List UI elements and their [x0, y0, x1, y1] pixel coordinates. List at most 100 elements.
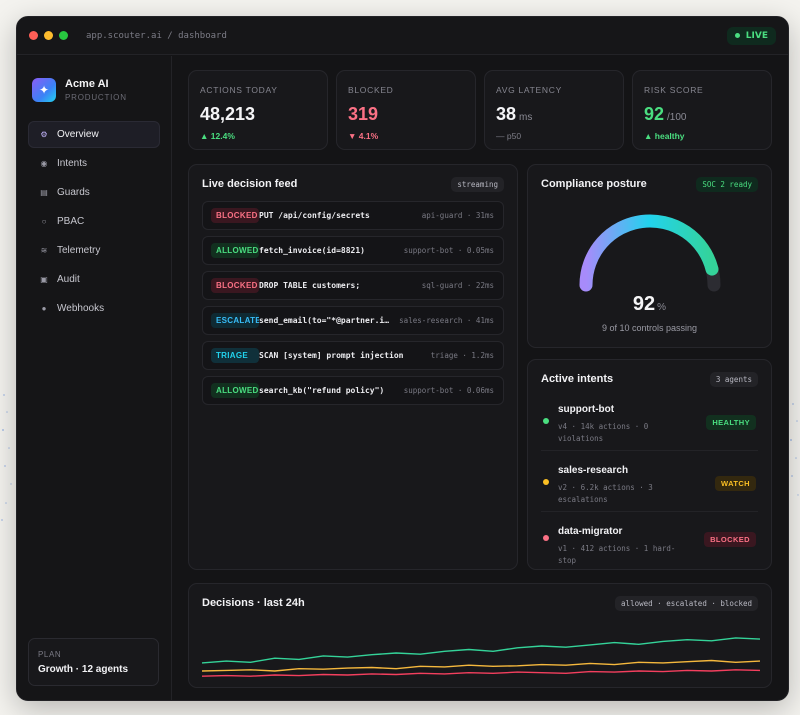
feed-command: search_kb("refund policy") [259, 386, 385, 395]
compliance-title: Compliance posture [541, 178, 647, 190]
stat-value: 319 [348, 104, 379, 124]
sidebar-item-label: Webhooks [57, 303, 105, 314]
sidebar: ✦ Acme AI PRODUCTION ⚙ Overview ◉ Intent… [17, 56, 172, 700]
sidebar-item-guards[interactable]: ▤ Guards [28, 179, 160, 206]
stat-label: RISK SCORE [644, 85, 704, 95]
sidebar-item-telemetry[interactable]: ≋ Telemetry [28, 237, 160, 264]
plan-label: PLAN [38, 650, 62, 659]
active-intents: Active intents 3 agents support-bot v4 ·… [527, 359, 772, 570]
feed-command: fetch_invoice(id=8821) [259, 246, 365, 255]
stat-label: AVG LATENCY [496, 85, 562, 95]
sidebar-item-label: Overview [57, 129, 99, 140]
status-badge: WATCH [715, 476, 756, 491]
status-badge: HEALTHY [706, 415, 756, 430]
decisions-chart [201, 637, 761, 677]
live-badge: LIVE [726, 26, 776, 45]
sidebar-item-audit[interactable]: ▣ Audit [28, 266, 160, 293]
feed-meta: triage · 1.2ms [430, 351, 494, 360]
app-window: app.scouter.ai / dashboard LIVE ✦ Acme A… [16, 16, 789, 701]
intent-meta: v2 · 6.2k actions · 3 escalations [558, 483, 653, 504]
feed-command: send_email(to="*@partner.io") [259, 316, 392, 325]
feed-row[interactable]: BLOCKED DROP TABLE customers; sql-guard … [202, 271, 504, 300]
feed-meta: support-bot · 0.05ms [403, 246, 494, 255]
clipboard-icon: ▣ [40, 275, 48, 284]
feed-meta: sql-guard · 22ms [421, 281, 494, 290]
intent-name: sales-research [558, 465, 629, 476]
stat-card-blocked: BLOCKED 319 ▼ 4.1% [336, 70, 476, 150]
title-bar: app.scouter.ai / dashboard LIVE [17, 17, 788, 55]
decisions-title: Decisions · last 24h [202, 597, 305, 609]
gauge-readout: 92% [528, 293, 771, 316]
sparkle-icon: ✦ [32, 78, 56, 102]
stat-card-latency: AVG LATENCY 38 ms — p50 [484, 70, 624, 150]
streaming-chip: streaming [451, 177, 504, 192]
feed-command: SCAN [system] prompt injection [259, 351, 404, 360]
feed-row[interactable]: ESCALATE send_email(to="*@partner.io") s… [202, 306, 504, 335]
gauge-caption: 9 of 10 controls passing [601, 323, 698, 333]
status-badge: BLOCKED [704, 532, 756, 547]
org-name: Acme AI [65, 78, 109, 90]
intent-row[interactable]: data-migrator v1 · 412 actions · 1 hard-… [541, 519, 758, 573]
decision-badge: ESCALATE [211, 313, 259, 328]
decision-badge: ALLOWED [211, 243, 259, 258]
minimize-window-button[interactable] [44, 31, 53, 40]
close-window-button[interactable] [29, 31, 38, 40]
status-dot-icon [543, 535, 549, 541]
gauge-fill [579, 214, 719, 292]
maximize-window-button[interactable] [59, 31, 68, 40]
feed-title: Live decision feed [202, 178, 298, 190]
live-label: LIVE [745, 30, 768, 41]
decision-badge: ALLOWED [211, 383, 259, 398]
org-switcher[interactable]: ✦ Acme AI PRODUCTION [17, 56, 171, 102]
feed-command: PUT /api/config/secrets [259, 211, 370, 220]
sidebar-item-intents[interactable]: ◉ Intents [28, 150, 160, 177]
plan-card[interactable]: PLAN Growth · 12 agents [28, 638, 159, 686]
stat-delta: ▲ 12.4% [200, 131, 235, 141]
compliance-gauge [579, 214, 721, 292]
stat-label: ACTIONS TODAY [200, 85, 278, 95]
sidebar-item-webhooks[interactable]: ● Webhooks [28, 295, 160, 322]
stat-value: 48,213 [200, 104, 256, 124]
feed-row[interactable]: BLOCKED PUT /api/config/secrets api-guar… [202, 201, 504, 230]
decisions-chart-card: Decisions · last 24h allowed · escalated… [188, 583, 772, 688]
shield-icon: ▤ [40, 188, 48, 197]
gauge-value: 92 [632, 293, 656, 315]
stat-delta: — p50 [496, 131, 522, 141]
sidebar-item-label: Audit [57, 274, 80, 285]
status-dot-icon [543, 479, 549, 485]
live-decision-feed: Live decision feed streaming BLOCKED PUT… [188, 164, 518, 570]
intent-meta: v1 · 412 actions · 1 hard-stop [558, 544, 676, 565]
url-bar[interactable]: app.scouter.ai / dashboard [86, 30, 227, 41]
feed-meta: support-bot · 0.06ms [403, 386, 494, 395]
key-icon: ○ [41, 217, 47, 226]
compliance-posture: Compliance posture SOC 2 ready 92% 9 of … [527, 164, 772, 348]
sidebar-item-label: Intents [57, 158, 88, 169]
sidebar-item-overview[interactable]: ⚙ Overview [28, 121, 160, 148]
plan-value: Growth · 12 agents [38, 664, 129, 675]
blocked-line [201, 669, 761, 677]
stat-value: 92/100 [644, 104, 687, 124]
agents-chip: 3 agents [709, 372, 758, 387]
decision-badge: TRIAGE [211, 348, 259, 363]
feed-row[interactable]: ALLOWED search_kb("refund policy") suppo… [202, 376, 504, 405]
hook-icon: ● [41, 304, 47, 313]
intent-row[interactable]: sales-research v2 · 6.2k actions · 3 esc… [541, 458, 758, 512]
decision-badge: BLOCKED [211, 278, 259, 293]
live-dot-icon [734, 33, 740, 38]
feed-row[interactable]: ALLOWED fetch_invoice(id=8821) support-b… [202, 236, 504, 265]
stat-value: 38 ms [496, 104, 533, 124]
signal-icon: ≋ [40, 246, 48, 255]
gauge-unit: % [657, 302, 667, 313]
sidebar-item-pbac[interactable]: ○ PBAC [28, 208, 160, 235]
sidebar-nav: ⚙ Overview ◉ Intents ▤ Guards ○ PBAC ≋ T… [17, 121, 171, 322]
intent-row[interactable]: support-bot v4 · 14k actions · 0 violati… [541, 397, 758, 451]
decision-badge: BLOCKED [211, 208, 259, 223]
soc2-chip: SOC 2 ready [696, 177, 758, 192]
org-env: PRODUCTION [65, 93, 127, 102]
status-dot-icon [543, 418, 549, 424]
feed-row[interactable]: TRIAGE SCAN [system] prompt injection tr… [202, 341, 504, 370]
stat-card-actions: ACTIONS TODAY 48,213 ▲ 12.4% [188, 70, 328, 150]
target-icon: ◉ [40, 159, 48, 168]
intent-name: data-migrator [558, 526, 623, 537]
feed-meta: sales-research · 41ms [399, 316, 494, 325]
